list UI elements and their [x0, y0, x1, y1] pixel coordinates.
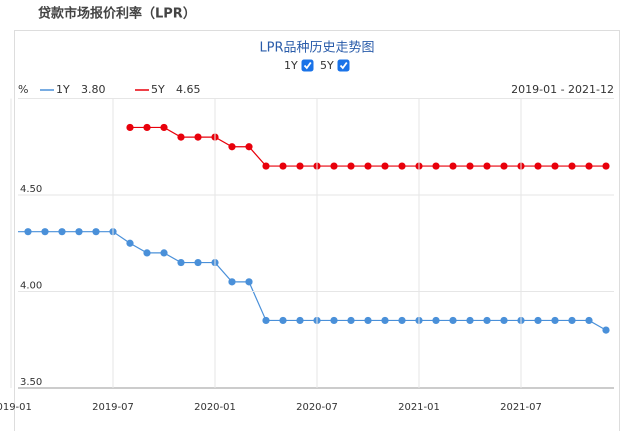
- legend-name: 5Y: [151, 83, 165, 96]
- data-point: [228, 278, 236, 286]
- plot: [18, 123, 610, 334]
- data-point: [126, 239, 134, 247]
- y-tick-label: 4.50: [20, 184, 42, 195]
- data-point: [330, 316, 338, 325]
- data-point: [568, 162, 576, 170]
- data-point: [602, 162, 610, 170]
- toggle-label: 5Y: [320, 59, 334, 72]
- data-point: [466, 316, 474, 325]
- data-point: [347, 162, 355, 170]
- x-tick-label: 2020-07: [296, 402, 338, 413]
- data-point: [568, 316, 576, 325]
- x-tick-label: 2021-07: [500, 402, 542, 413]
- data-point: [500, 162, 508, 170]
- data-point: [177, 133, 185, 141]
- data-point: [143, 123, 151, 132]
- data-point: [381, 316, 389, 325]
- data-point: [160, 249, 168, 257]
- data-point: [296, 316, 304, 325]
- data-point: [245, 278, 253, 286]
- data-point: [41, 228, 49, 236]
- data-point: [279, 162, 287, 170]
- date-range: 2019-01 - 2021-12: [511, 83, 614, 96]
- data-point: [262, 316, 270, 325]
- data-point: [602, 326, 610, 334]
- data-point: [330, 162, 338, 170]
- data-point: [466, 162, 474, 170]
- data-point: [585, 316, 593, 325]
- data-point: [534, 316, 542, 325]
- data-point: [245, 143, 253, 151]
- data-point: [24, 228, 32, 236]
- data-point: [551, 316, 559, 325]
- data-point: [364, 162, 372, 170]
- unit-label: %: [18, 83, 28, 96]
- data-point: [483, 316, 491, 325]
- y-tick-label: 4.00: [20, 281, 42, 292]
- checkbox[interactable]: [301, 59, 314, 72]
- chart-title: LPR品种历史走势图: [259, 40, 374, 56]
- y-tick-label: 3.50: [20, 377, 42, 388]
- data-point: [398, 316, 406, 325]
- data-point: [398, 162, 406, 170]
- data-point: [143, 249, 151, 257]
- data-point: [500, 316, 508, 325]
- legend-name: 1Y: [56, 83, 70, 96]
- data-point: [534, 162, 542, 170]
- x-tick-label: 2019-01: [0, 402, 32, 413]
- data-point: [432, 316, 440, 325]
- data-point: [58, 228, 66, 236]
- data-point: [449, 316, 457, 325]
- x-tick-label: 2019-07: [92, 402, 134, 413]
- data-point: [126, 123, 134, 132]
- data-point: [432, 162, 440, 170]
- legend-value: 3.80: [81, 83, 106, 96]
- data-point: [347, 316, 355, 325]
- data-point: [483, 162, 491, 170]
- data-point: [262, 162, 270, 170]
- data-point: [228, 143, 236, 151]
- data-point: [194, 258, 202, 267]
- page-title: 贷款市场报价利率（LPR）: [38, 6, 196, 22]
- data-point: [177, 258, 185, 267]
- data-point: [194, 133, 202, 141]
- data-point: [585, 162, 593, 170]
- legend-value: 4.65: [176, 83, 201, 96]
- data-point: [160, 123, 168, 132]
- data-point: [92, 228, 100, 236]
- x-tick-label: 2020-01: [194, 402, 236, 413]
- data-point: [449, 162, 457, 170]
- data-point: [279, 316, 287, 325]
- data-point: [381, 162, 389, 170]
- data-point: [75, 228, 83, 236]
- x-tick-label: 2021-01: [398, 402, 440, 413]
- checkmark: [339, 61, 348, 70]
- data-point: [364, 316, 372, 325]
- checkmark: [303, 61, 312, 70]
- data-point: [551, 162, 559, 170]
- data-point: [296, 162, 304, 170]
- toggle-label: 1Y: [284, 59, 298, 72]
- checkbox[interactable]: [337, 59, 350, 72]
